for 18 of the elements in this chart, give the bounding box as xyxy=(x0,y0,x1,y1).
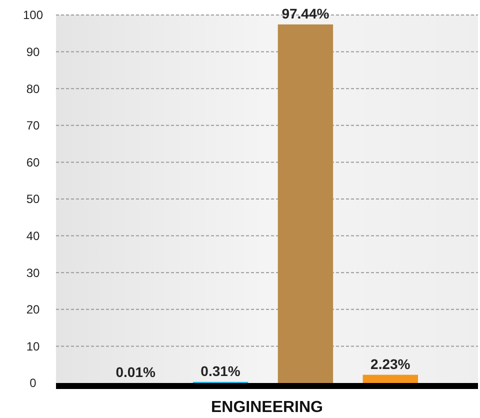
data-label: 97.44% xyxy=(282,5,330,22)
data-label: 0.01% xyxy=(116,364,156,380)
data-label: 0.31% xyxy=(200,362,241,379)
y-tick-label: 90 xyxy=(26,45,40,59)
y-tick-label: 100 xyxy=(22,8,44,22)
y-tick-label: 30 xyxy=(26,266,40,280)
y-tick-label: 20 xyxy=(26,302,40,317)
y-tick-label: 80 xyxy=(26,82,40,96)
y-tick-label: 50 xyxy=(26,192,40,206)
data-label: 2.23% xyxy=(370,356,411,372)
y-tick-label: 0 xyxy=(30,376,37,390)
x-axis-title: ENGINEERING xyxy=(210,399,324,416)
y-tick-label: 70 xyxy=(26,118,40,133)
y-tick-label: 40 xyxy=(26,229,40,243)
y-tick-label: 60 xyxy=(26,155,40,170)
bar xyxy=(362,374,418,383)
y-tick-label: 10 xyxy=(26,339,40,354)
bar xyxy=(278,24,334,383)
